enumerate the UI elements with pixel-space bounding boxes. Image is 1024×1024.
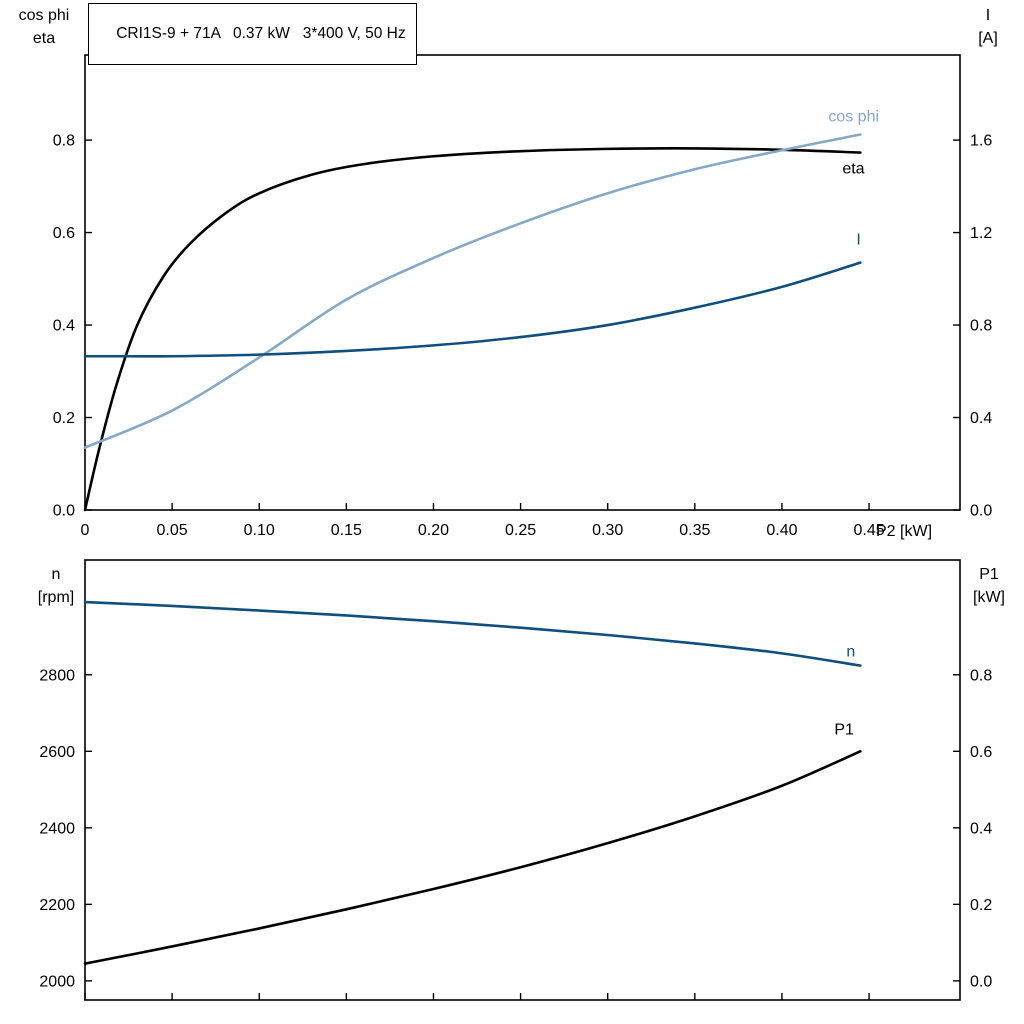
top-right-axis-title: I [A] [960, 4, 1016, 50]
curve-n [83, 600, 862, 667]
axis-title-line-kw-unit: [kW] [973, 589, 1005, 606]
right-axis-tick-label: 1.6 [970, 133, 992, 150]
axis-title-line-rpm-unit: [rpm] [37, 589, 75, 606]
x-axis-tick-label: 0 [81, 522, 90, 539]
axis-title-line-eta: eta [32, 30, 56, 47]
left-axis-tick-label: 0.4 [53, 318, 75, 335]
left-axis-tick-label: 0.2 [53, 410, 75, 427]
right-axis-tick-label: 0.0 [970, 973, 992, 990]
x-axis-tick-label: 0.45 [853, 522, 884, 539]
top-left-axis-title: cos phi eta [6, 4, 82, 50]
right-axis-tick-label: 0.8 [970, 318, 992, 335]
left-axis-tick-label: 0.6 [53, 225, 75, 242]
left-axis-tick-label: 2600 [39, 744, 75, 761]
axis-title-line-speed: n [51, 566, 61, 583]
x-axis-tick-label: 0.10 [244, 522, 275, 539]
right-axis-tick-label: 1.2 [970, 225, 992, 242]
plot-frame-top [84, 54, 961, 511]
left-axis-tick-label: 2200 [39, 897, 75, 914]
right-axis-tick-label: 0.6 [970, 744, 992, 761]
x-axis-tick-label: 0.30 [592, 522, 623, 539]
right-axis-tick-label: 0.0 [970, 503, 992, 520]
axis-title-line-p1: P1 [979, 566, 999, 583]
right-axis-tick-label: 0.4 [970, 820, 992, 837]
curve-label-P1: P1 [834, 721, 854, 738]
curve-label-n: n [846, 644, 855, 661]
axis-title-line-current: I [985, 7, 991, 24]
right-axis-tick-label: 0.8 [970, 667, 992, 684]
plot-frame-bottom [84, 559, 961, 1001]
left-axis-tick-label: 0.0 [53, 503, 75, 520]
left-axis-tick-label: 2800 [39, 667, 75, 684]
bottom-right-axis-title: P1 [kW] [960, 563, 1018, 609]
right-axis-tick-label: 0.4 [970, 410, 992, 427]
bottom-left-axis-title: n [rpm] [24, 563, 88, 609]
curve-cos-phi [83, 133, 862, 449]
curve-eta [83, 147, 862, 512]
curve-label-eta: eta [842, 161, 864, 178]
left-axis-tick-label: 2400 [39, 820, 75, 837]
x-axis-tick-label: 0.40 [766, 522, 797, 539]
chart-title-box: CRI1S-9 + 71A 0.37 kW 3*400 V, 50 Hz [88, 3, 417, 65]
x-axis-tick-label: 0.05 [157, 522, 188, 539]
axis-title-line-cosphi: cos phi [18, 7, 70, 24]
x-axis-tick-label: 0.35 [679, 522, 710, 539]
curve-I [83, 261, 862, 358]
axis-title-line-ampere-unit: [A] [978, 30, 998, 47]
x-axis-tick-label: 0.25 [505, 522, 536, 539]
left-axis-tick-label: 0.8 [53, 133, 75, 150]
chart-title: CRI1S-9 + 71A 0.37 kW 3*400 V, 50 Hz [116, 25, 406, 42]
right-axis-tick-label: 0.2 [970, 897, 992, 914]
x-axis-tick-label: 0.15 [331, 522, 362, 539]
curve-label-cos-phi: cos phi [828, 109, 879, 126]
x-axis-title: P2 [kW] [876, 523, 933, 540]
curve-P1 [83, 750, 862, 965]
x-axis-tick-label: 0.20 [418, 522, 449, 539]
left-axis-tick-label: 2000 [39, 973, 75, 990]
curve-label-I: I [856, 232, 860, 249]
